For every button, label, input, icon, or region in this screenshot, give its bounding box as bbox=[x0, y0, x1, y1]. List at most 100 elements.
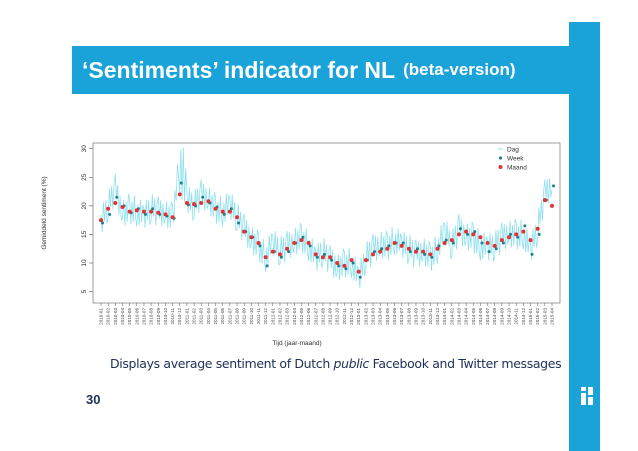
week-point bbox=[229, 207, 233, 211]
maand-point bbox=[406, 246, 411, 251]
x-tick-label: 2011-12 bbox=[263, 308, 268, 325]
x-tick-label: 2015-01 bbox=[528, 308, 533, 325]
caption-emphasis: public bbox=[333, 356, 370, 371]
week-point bbox=[201, 195, 205, 199]
legend-label-maand: Maand bbox=[507, 164, 527, 171]
x-tick-label: 2010-01 bbox=[99, 308, 104, 325]
x-axis: 2010-01 2010-02 2010-03 2010-04 2010-05 2010-… bbox=[99, 303, 555, 325]
week-point bbox=[487, 250, 491, 254]
y-tick-label: 10 bbox=[81, 259, 88, 267]
maand-point bbox=[213, 206, 218, 211]
title-banner: ‘Sentiments’ indicator for NL (beta-vers… bbox=[72, 46, 586, 94]
x-tick-label: 2012-09 bbox=[328, 308, 333, 325]
maand-point bbox=[320, 255, 325, 260]
week-point bbox=[279, 255, 283, 259]
maand-point bbox=[249, 235, 254, 240]
maand-point bbox=[550, 203, 554, 208]
maand-point bbox=[478, 235, 483, 240]
cbs-logo-icon bbox=[578, 384, 596, 408]
maand-point bbox=[227, 209, 232, 214]
maand-point bbox=[306, 241, 311, 245]
maand-point bbox=[349, 258, 354, 263]
week-point bbox=[330, 258, 334, 262]
x-tick-label: 2011-11 bbox=[256, 308, 261, 325]
maand-point bbox=[392, 241, 397, 245]
maand-point bbox=[292, 241, 297, 245]
x-tick-label: 2010-08 bbox=[149, 308, 154, 325]
x-tick-label: 2013-06 bbox=[392, 308, 397, 325]
maand-point bbox=[363, 258, 368, 263]
week-point bbox=[523, 224, 527, 228]
week-point bbox=[380, 247, 384, 251]
week-point bbox=[179, 181, 183, 185]
x-tick-label: 2012-11 bbox=[342, 308, 347, 325]
maand-point bbox=[514, 232, 519, 237]
maand-point bbox=[356, 269, 361, 274]
maand-point bbox=[141, 209, 146, 214]
maand-point bbox=[521, 229, 526, 234]
week-point bbox=[322, 252, 326, 256]
x-tick-label: 2012-06 bbox=[306, 308, 311, 325]
week-point bbox=[444, 238, 448, 242]
week-point bbox=[387, 244, 391, 248]
maand-point bbox=[542, 198, 547, 203]
x-tick-label: 2012-05 bbox=[299, 308, 304, 325]
week-point bbox=[337, 264, 341, 268]
slide-caption: Displays average sentiment of Dutch publ… bbox=[110, 356, 562, 371]
x-tick-label: 2010-10 bbox=[163, 308, 168, 325]
x-tick-label: 2012-07 bbox=[313, 308, 318, 325]
week-point bbox=[516, 235, 520, 239]
x-tick-label: 2011-04 bbox=[206, 308, 211, 325]
maand-point bbox=[485, 241, 490, 245]
maand-point bbox=[456, 232, 461, 237]
slide-title-suffix: (beta-version) bbox=[403, 60, 516, 79]
week-point bbox=[315, 255, 319, 259]
maand-point bbox=[428, 252, 433, 257]
x-tick-label: 2011-10 bbox=[249, 308, 254, 325]
maand-point bbox=[99, 218, 103, 223]
y-axis-label: Gemiddeld sentiment (%) bbox=[41, 176, 48, 249]
x-tick-label: 2013-03 bbox=[371, 308, 376, 325]
week-point bbox=[451, 241, 455, 245]
x-tick-label: 2011-01 bbox=[184, 308, 189, 325]
maand-point bbox=[163, 212, 168, 217]
maand-point bbox=[421, 249, 426, 254]
week-point bbox=[222, 212, 226, 216]
x-tick-label: 2013-01 bbox=[356, 308, 361, 325]
series-maand bbox=[99, 192, 554, 274]
week-point bbox=[151, 207, 155, 211]
maand-point bbox=[471, 232, 476, 237]
x-tick-label: 2013-12 bbox=[435, 308, 440, 325]
x-tick-label: 2011-07 bbox=[227, 308, 232, 325]
week-point bbox=[501, 241, 505, 245]
x-tick-label: 2012-08 bbox=[320, 308, 325, 325]
week-point bbox=[358, 275, 362, 279]
x-tick-label: 2014-04 bbox=[464, 308, 469, 325]
maand-point bbox=[199, 201, 204, 205]
week-point bbox=[401, 241, 405, 245]
week-point bbox=[373, 250, 377, 254]
week-point bbox=[437, 244, 441, 248]
y-tick-label: 15 bbox=[81, 230, 88, 238]
x-tick-label: 2015-02 bbox=[535, 308, 540, 325]
x-tick-label: 2010-07 bbox=[141, 308, 146, 325]
x-tick-label: 2010-05 bbox=[127, 308, 132, 325]
maand-point bbox=[184, 201, 189, 205]
maand-point bbox=[120, 205, 125, 209]
week-point bbox=[301, 235, 305, 239]
maand-point bbox=[127, 209, 132, 214]
legend-label-week: Week bbox=[507, 155, 524, 162]
x-tick-label: 2010-11 bbox=[170, 308, 175, 325]
maand-point bbox=[499, 238, 504, 243]
maand-point bbox=[149, 209, 154, 214]
x-tick-label: 2012-01 bbox=[270, 308, 275, 325]
x-tick-label: 2013-11 bbox=[428, 308, 433, 325]
x-tick-label: 2012-12 bbox=[349, 308, 354, 325]
maand-point bbox=[256, 241, 261, 245]
x-tick-label: 2014-06 bbox=[478, 308, 483, 325]
maand-point bbox=[442, 241, 447, 245]
x-tick-label: 2011-02 bbox=[192, 308, 197, 325]
x-tick-label: 2013-07 bbox=[399, 308, 404, 325]
y-tick-label: 25 bbox=[81, 173, 88, 181]
maand-point bbox=[528, 238, 533, 243]
